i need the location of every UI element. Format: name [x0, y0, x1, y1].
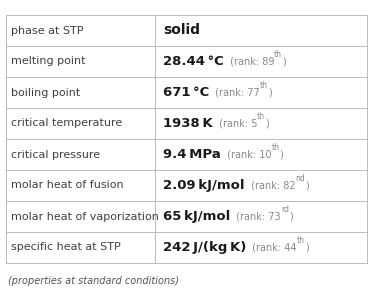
Text: th: th [257, 112, 265, 121]
Text: ): ) [305, 180, 308, 190]
Text: (rank: 73: (rank: 73 [233, 212, 281, 222]
Text: 65 kJ/mol: 65 kJ/mol [163, 210, 230, 223]
Text: (rank: 89: (rank: 89 [227, 57, 274, 67]
Text: nd: nd [295, 174, 305, 183]
Text: ): ) [279, 149, 283, 159]
Text: ): ) [265, 118, 269, 129]
Text: ): ) [289, 212, 293, 222]
Text: th: th [274, 50, 282, 59]
Text: 671 °C: 671 °C [163, 86, 209, 99]
Text: phase at STP: phase at STP [11, 25, 84, 35]
Text: (rank: 44: (rank: 44 [250, 243, 297, 253]
Text: melting point: melting point [11, 57, 85, 67]
Text: boiling point: boiling point [11, 88, 80, 98]
Text: 2.09 kJ/mol: 2.09 kJ/mol [163, 179, 244, 192]
Text: (rank: 10: (rank: 10 [224, 149, 271, 159]
Text: ): ) [268, 88, 272, 98]
Text: molar heat of fusion: molar heat of fusion [11, 180, 123, 190]
Text: rd: rd [281, 205, 289, 214]
Text: (rank: 82: (rank: 82 [248, 180, 295, 190]
Text: (rank: 77: (rank: 77 [212, 88, 260, 98]
Text: 242 J/(kg K): 242 J/(kg K) [163, 241, 247, 254]
Text: molar heat of vaporization: molar heat of vaporization [11, 212, 159, 222]
Text: specific heat at STP: specific heat at STP [11, 243, 121, 253]
Text: 9.4 MPa: 9.4 MPa [163, 148, 221, 161]
Text: th: th [297, 236, 305, 245]
Text: 28.44 °C: 28.44 °C [163, 55, 224, 68]
Text: (rank: 5: (rank: 5 [216, 118, 257, 129]
Text: critical temperature: critical temperature [11, 118, 122, 129]
Text: critical pressure: critical pressure [11, 149, 100, 159]
Text: (properties at standard conditions): (properties at standard conditions) [8, 276, 179, 286]
Text: 1938 K: 1938 K [163, 117, 213, 130]
Text: th: th [260, 81, 268, 90]
Text: solid: solid [163, 23, 200, 38]
Text: ): ) [305, 243, 308, 253]
Text: th: th [271, 143, 279, 152]
Text: ): ) [282, 57, 286, 67]
